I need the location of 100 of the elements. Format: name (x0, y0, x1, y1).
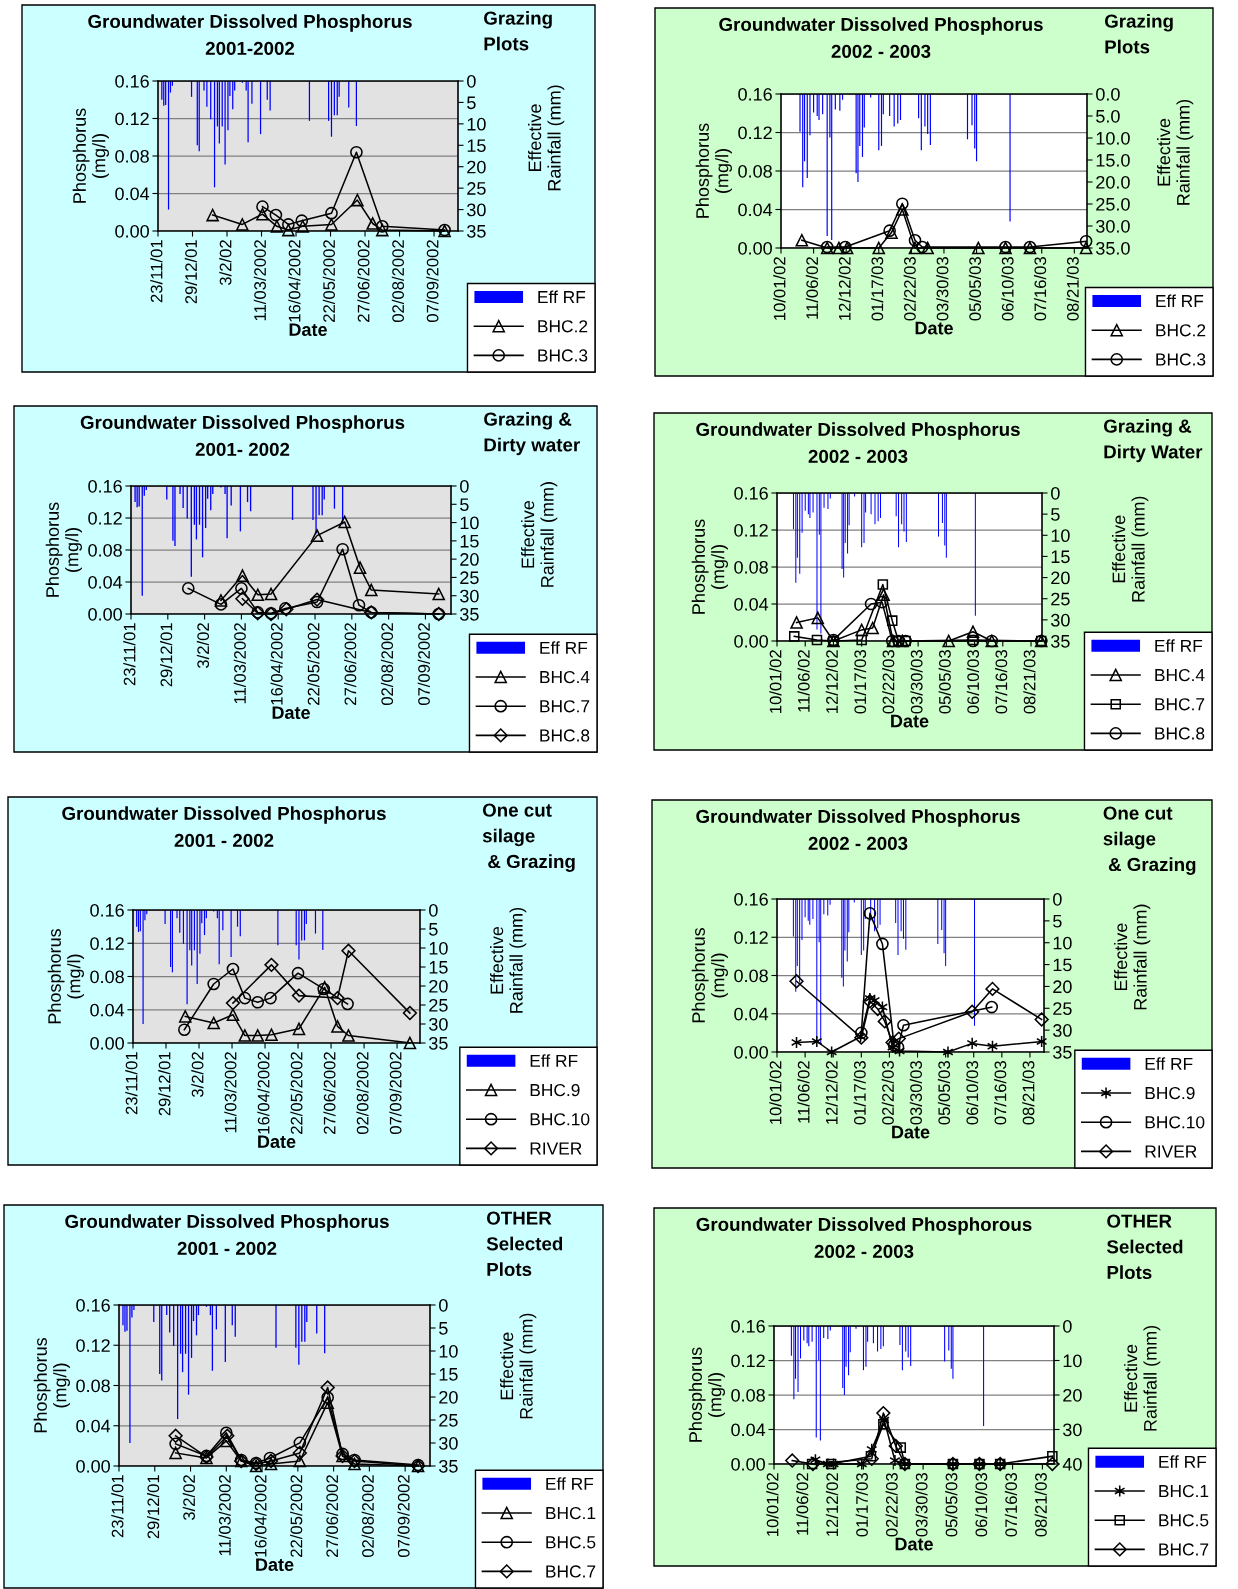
x-tick-label: 02/08/2002 (361, 1475, 374, 1558)
y2-tick-label: 5 (439, 1322, 448, 1335)
x-tick-label: 01/17/03 (853, 1061, 866, 1125)
y-tick-label: 0.12 (115, 112, 149, 126)
x-tick-label: 10/01/02 (769, 1061, 782, 1124)
legend-label: BHC.5 (546, 1536, 596, 1549)
x-tick-label: 11/06/02 (796, 1473, 809, 1535)
y2-tick-label: 35 (1051, 634, 1070, 648)
legend-label: Eff RF (538, 290, 586, 304)
y2-tick-label: 25 (460, 571, 479, 585)
y2-tick-label: 25 (439, 1413, 458, 1427)
y2-tick-label: 35 (429, 1036, 448, 1050)
x-tick-label: 05/05/03 (937, 1061, 951, 1125)
legend-label: BHC.10 (530, 1113, 590, 1126)
y2-tick-label: 15 (1053, 958, 1072, 972)
x-tick-label: 05/05/03 (938, 650, 951, 714)
x-tick-label: 07/09/2002 (389, 1052, 402, 1135)
text: OTHER Selected Plots (486, 1211, 563, 1277)
x-tick-label: 07/16/03 (994, 1061, 1007, 1125)
x-tick-label: 03/30/03 (909, 1061, 922, 1125)
x-tick-label: 03/30/03 (910, 650, 923, 714)
y-tick-label: 0.12 (731, 1354, 765, 1368)
x-tick-label: 12/12/02 (825, 1061, 838, 1124)
y2-tick-label: 15.0 (1096, 153, 1130, 167)
text: Grazing & Dirty water (484, 412, 580, 456)
y2-axis-title: Effective Rainfall (mm) (1124, 1325, 1161, 1431)
y2-tick-label: 35 (439, 1459, 458, 1473)
y2-tick-label: 35.0 (1096, 241, 1130, 255)
y2-tick-label: 0.0 (1096, 87, 1120, 101)
y-tick-label: 0.16 (734, 892, 768, 906)
x-tick-label: 11/06/02 (797, 1061, 810, 1123)
y-axis-title: Phosphorus (mg/l) (691, 519, 728, 614)
y-tick-label: 0.12 (90, 937, 124, 950)
x-tick-label: 08/21/03 (1023, 650, 1036, 714)
x-tick-label: 22/05/2002 (307, 623, 320, 705)
x-tick-label: 3/2/02 (196, 623, 210, 669)
y-tick-label: 0.16 (738, 87, 772, 101)
y-tick-label: 0.16 (731, 1319, 765, 1333)
y-tick-label: 0.04 (734, 597, 769, 611)
y-tick-label: 0.00 (90, 1036, 124, 1050)
x-tick-label: 29/12/01 (160, 623, 173, 687)
legend-label: BHC.9 (1145, 1086, 1195, 1100)
y-tick-label: 0.12 (734, 931, 768, 944)
x-tick-label: 02/22/03 (882, 650, 895, 714)
y2-tick-label: 10 (1051, 529, 1070, 543)
y-tick-label: 0.16 (90, 903, 124, 917)
y-axis-title: Phosphorus (mg/l) (695, 123, 732, 218)
y2-tick-label: 10 (460, 516, 479, 530)
y2-tick-label: 10 (467, 117, 486, 131)
x-axis-title: Date (892, 1125, 930, 1139)
chart-title: Groundwater Dissolved Phosphorus (719, 17, 1043, 35)
y2-tick-label: 0 (1053, 892, 1062, 906)
y2-tick-label: 0 (439, 1298, 448, 1312)
x-tick-label: 07/09/2002 (417, 623, 430, 706)
legend-label: BHC.10 (1145, 1116, 1205, 1129)
y-tick-label: 0.12 (76, 1339, 110, 1352)
legend-label: BHC.2 (1156, 324, 1206, 337)
y2-tick-label: 35 (1053, 1045, 1072, 1059)
x-tick-label: 22/05/2002 (322, 240, 335, 322)
legend-label: RIVER (530, 1142, 582, 1155)
x-tick-label: 3/2/02 (191, 1052, 204, 1098)
chart-subtitle: 2002 - 2003 (808, 449, 908, 464)
legend-label: BHC.8 (1155, 727, 1205, 740)
x-tick-label: 06/10/03 (974, 1473, 988, 1537)
x-tick-label: 07/16/03 (995, 650, 1008, 714)
y-axis-title: Phosphorus (mg/l) (33, 1337, 70, 1433)
text: One cut silage & Grazing (482, 803, 575, 872)
y2-tick-label: 10 (439, 1344, 458, 1358)
y-tick-label: 0.00 (76, 1459, 110, 1473)
y-tick-label: 0.08 (731, 1388, 765, 1402)
y-tick-label: 0.04 (731, 1423, 766, 1437)
y2-tick-label: 0 (467, 74, 476, 88)
legend-label: BHC.4 (540, 670, 590, 684)
y2-tick-label: 5.0 (1096, 109, 1120, 123)
x-tick-label: 02/08/2002 (356, 1052, 369, 1135)
x-axis-title: Date (915, 321, 953, 335)
y-tick-label: 0.08 (88, 543, 122, 557)
y-tick-label: 0.08 (738, 164, 772, 178)
text: OTHER Selected Plots (1106, 1214, 1183, 1280)
x-tick-label: 05/05/03 (968, 257, 982, 321)
x-tick-label: 3/2/02 (219, 240, 232, 286)
y2-axis-title: Effective Rainfall (mm) (500, 1313, 537, 1419)
legend-label: Eff RF (1145, 1057, 1193, 1070)
chart-title: Groundwater Dissolved Phosphorus (65, 1214, 389, 1232)
x-tick-label: 03/30/03 (915, 1473, 928, 1537)
y2-axis-title: Effective Rainfall (mm) (521, 482, 558, 587)
y-tick-label: 0.00 (738, 241, 772, 255)
x-tick-label: 06/10/03 (1001, 257, 1014, 321)
y2-tick-label: 20 (460, 553, 479, 566)
y-tick-label: 0.08 (76, 1379, 110, 1393)
x-tick-label: 27/06/2002 (344, 623, 357, 705)
legend-label: Eff RF (540, 641, 588, 654)
legend-label: BHC.8 (540, 729, 590, 742)
y2-tick-label: 30 (467, 203, 486, 217)
y2-axis-title: Effective Rainfall (mm) (528, 85, 565, 191)
y-axis-title: Phosphorus (mg/l) (47, 928, 84, 1024)
y2-tick-label: 15 (467, 139, 486, 153)
y2-tick-label: 5 (467, 96, 476, 110)
chart-subtitle: 2001 - 2002 (177, 1241, 277, 1256)
x-tick-label: 27/06/2002 (357, 240, 370, 322)
